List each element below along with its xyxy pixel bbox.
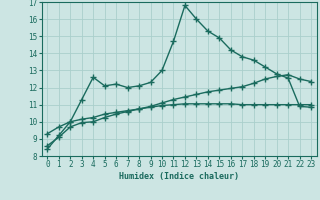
X-axis label: Humidex (Indice chaleur): Humidex (Indice chaleur)	[119, 172, 239, 181]
